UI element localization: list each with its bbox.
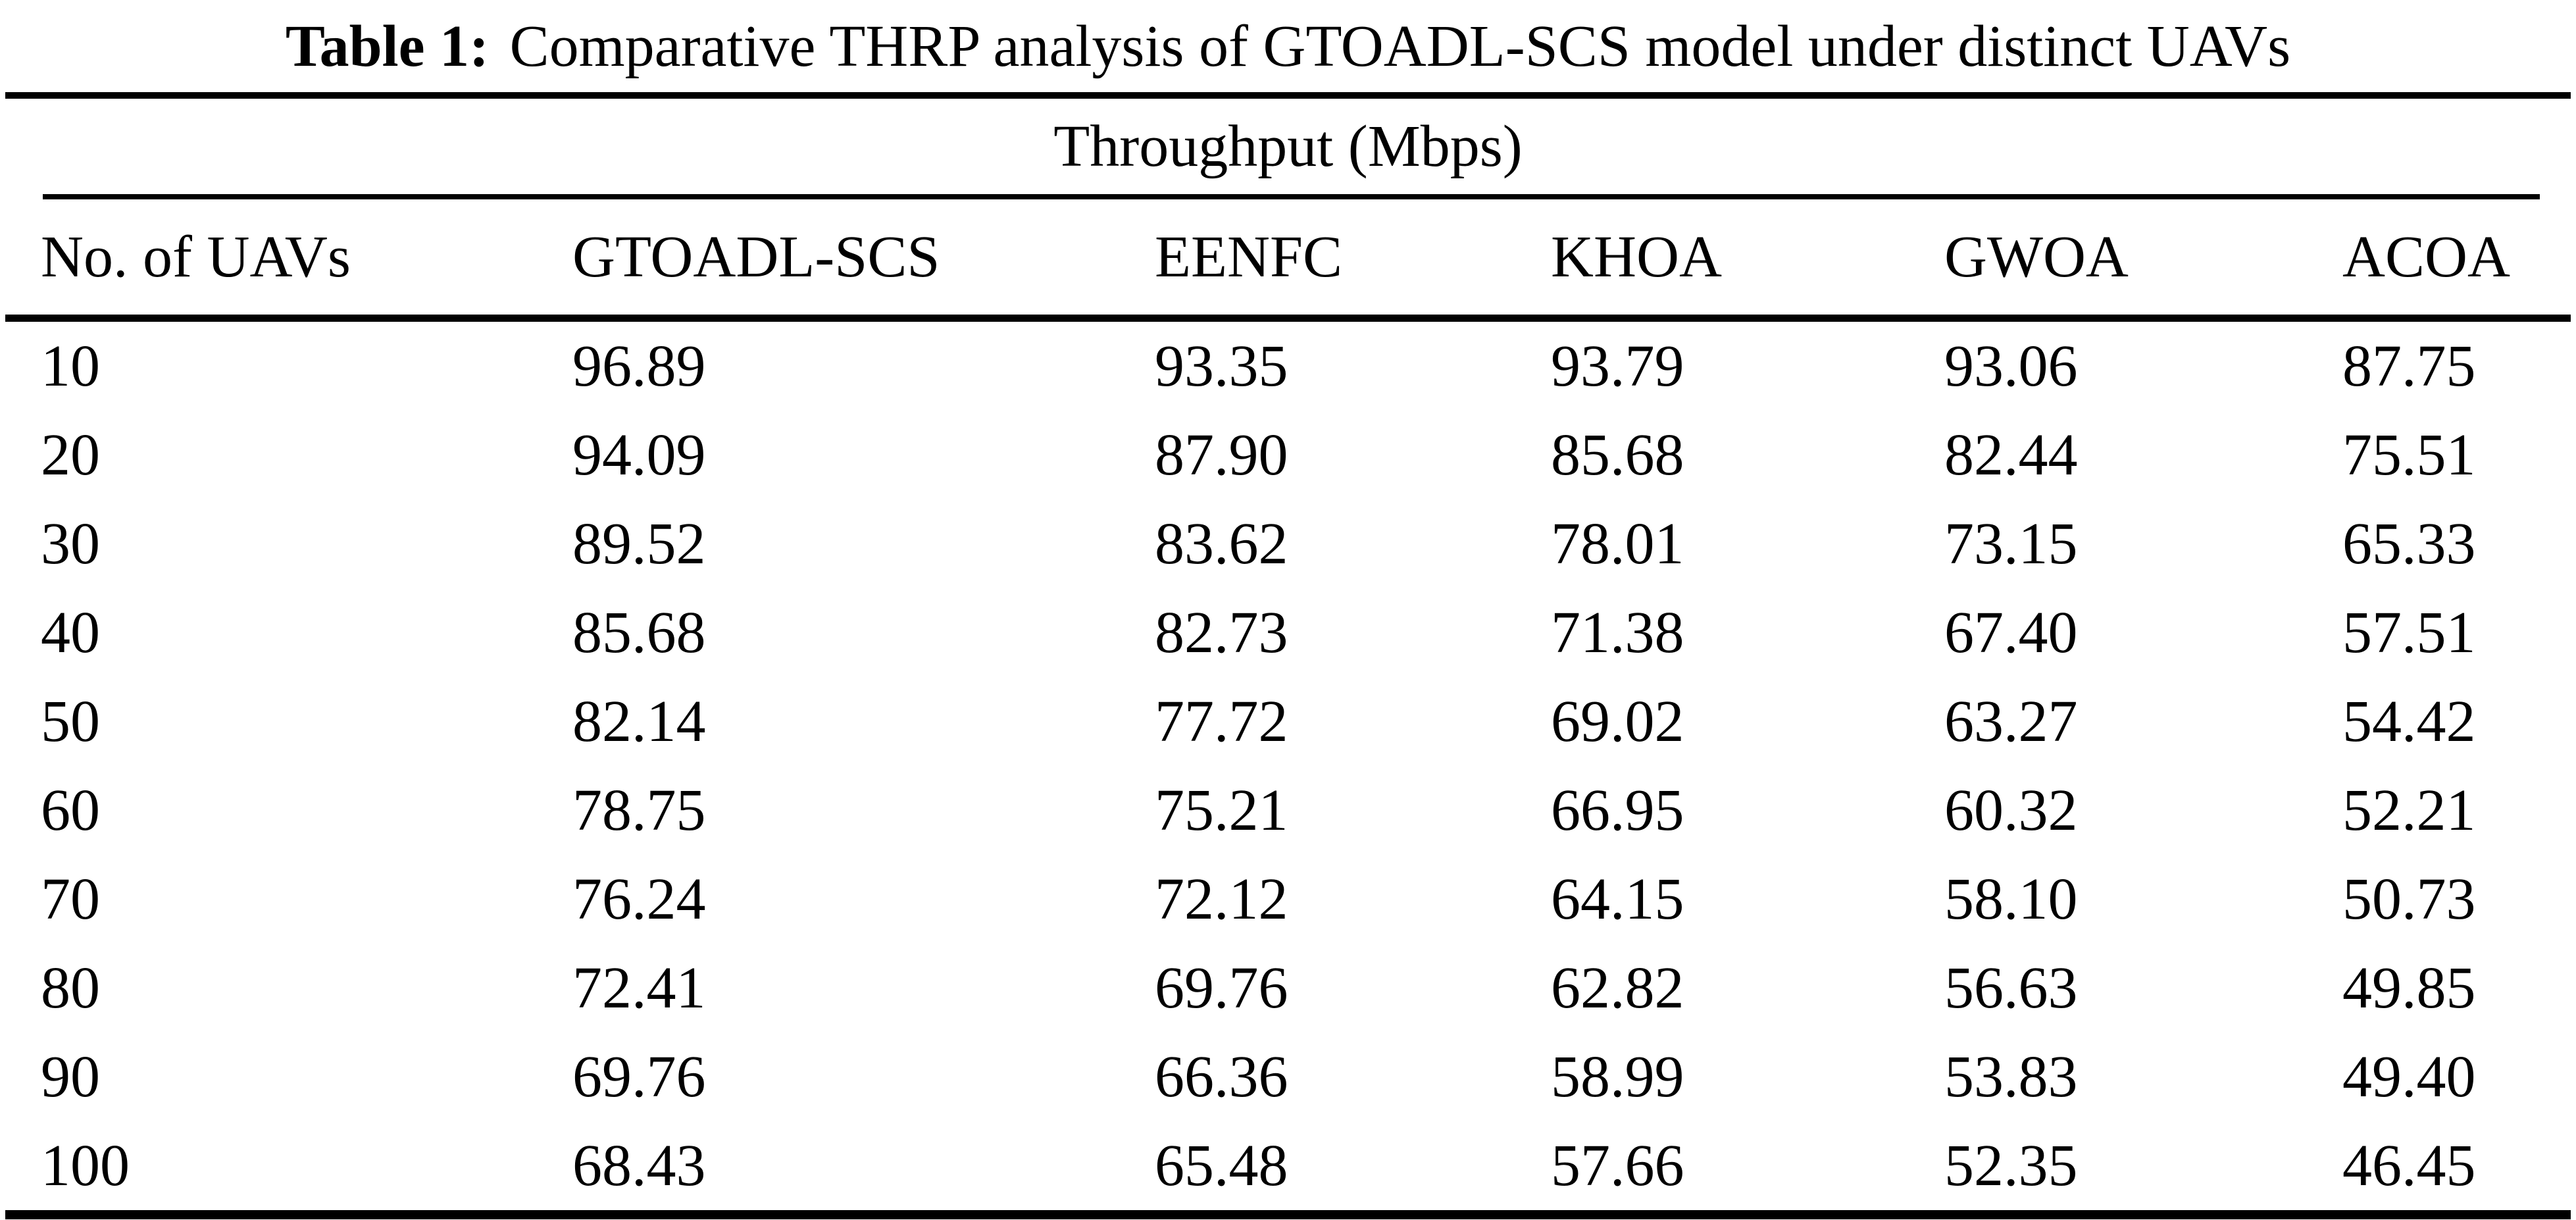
table-cell: 71.38: [1551, 600, 1684, 665]
table-cell: 93.06: [1944, 334, 2078, 399]
table-cell: 72.12: [1155, 867, 1288, 932]
table-cell: 82.14: [572, 689, 706, 754]
table-row: 40 85.68 82.73 71.38 67.40 57.51: [5, 588, 2571, 677]
column-header-khoa: KHOA: [1551, 224, 1722, 290]
column-header-acoa: ACOA: [2342, 224, 2511, 290]
table-cell: 82.73: [1155, 600, 1288, 665]
table-cell: 56.63: [1944, 955, 2078, 1021]
table-cell: 67.40: [1944, 600, 2078, 665]
table-cell: 85.68: [572, 600, 706, 665]
table-row: 10 96.89 93.35 93.79 93.06 87.75: [5, 318, 2571, 411]
table-cell: 65.48: [1155, 1133, 1288, 1198]
table-cell: 10: [41, 334, 100, 399]
table-cell: 94.09: [572, 422, 706, 488]
table-cell: 83.62: [1155, 511, 1288, 576]
table-cell: 50.73: [2342, 867, 2476, 932]
table-row: 20 94.09 87.90 85.68 82.44 75.51: [5, 411, 2571, 499]
table-cell: 73.15: [1944, 511, 2078, 576]
table-row: 90 69.76 66.36 58.99 53.83 49.40: [5, 1032, 2571, 1121]
table-cell: 58.10: [1944, 867, 2078, 932]
table-row: 70 76.24 72.12 64.15 58.10 50.73: [5, 855, 2571, 944]
table-cell: 77.72: [1155, 689, 1288, 754]
table-cell: 57.66: [1551, 1133, 1684, 1198]
column-header-gtoadl: GTOADL-SCS: [572, 224, 940, 290]
table-cell: 52.21: [2342, 778, 2476, 843]
table-cell: 87.75: [2342, 334, 2476, 399]
top-rule-divider: [5, 92, 2571, 99]
table-cell: 93.35: [1155, 334, 1288, 399]
table-cell: 63.27: [1944, 689, 2078, 754]
table-cell: 75.51: [2342, 422, 2476, 488]
table-cell: 65.33: [2342, 511, 2476, 576]
table-cell: 20: [41, 422, 100, 488]
table-cell: 46.45: [2342, 1133, 2476, 1198]
table-caption-text: Comparative THRP analysis of GTOADL-SCS …: [509, 13, 2291, 79]
table-cell: 87.90: [1155, 422, 1288, 488]
column-header-uavs: No. of UAVs: [41, 224, 351, 290]
table-caption-label: Table 1:: [285, 13, 490, 79]
table-cell: 76.24: [572, 867, 706, 932]
table-cell: 53.83: [1944, 1044, 2078, 1109]
table-cell: 75.21: [1155, 778, 1288, 843]
table-caption: Table 1: Comparative THRP analysis of GT…: [0, 0, 2576, 92]
column-header-eenfc: EENFC: [1155, 224, 1343, 290]
column-header-gwoa: GWOA: [1944, 224, 2129, 290]
table-cell: 89.52: [572, 511, 706, 576]
table-cell: 78.75: [572, 778, 706, 843]
bottom-rule-divider: [5, 1210, 2571, 1219]
table-cell: 72.41: [572, 955, 706, 1021]
table-cell: 50: [41, 689, 100, 754]
table-row: 60 78.75 75.21 66.95 60.32 52.21: [5, 766, 2571, 855]
table-container: Throughput (Mbps) No. of UAVs GTOADL-SCS…: [5, 92, 2571, 1219]
table-cell: 64.15: [1551, 867, 1684, 932]
group-header: Throughput (Mbps): [1053, 114, 1523, 179]
table-cell: 66.95: [1551, 778, 1684, 843]
table-row: 50 82.14 77.72 69.02 63.27 54.42: [5, 677, 2571, 766]
table-cell: 90: [41, 1044, 100, 1109]
table-cell: 80: [41, 955, 100, 1021]
group-header-rule-divider: [43, 194, 2540, 199]
table-cell: 54.42: [2342, 689, 2476, 754]
table-cell: 40: [41, 600, 100, 665]
table-cell: 82.44: [1944, 422, 2078, 488]
throughput-table: No. of UAVs GTOADL-SCS EENFC KHOA GWOA A…: [5, 199, 2571, 1210]
table-cell: 85.68: [1551, 422, 1684, 488]
table-cell: 66.36: [1155, 1044, 1288, 1109]
table-cell: 69.76: [1155, 955, 1288, 1021]
table-cell: 49.40: [2342, 1044, 2476, 1109]
table-cell: 93.79: [1551, 334, 1684, 399]
table-cell: 49.85: [2342, 955, 2476, 1021]
table-cell: 68.43: [572, 1133, 706, 1198]
table-row: 100 68.43 65.48 57.66 52.35 46.45: [5, 1121, 2571, 1210]
table-cell: 52.35: [1944, 1133, 2078, 1198]
table-cell: 57.51: [2342, 600, 2476, 665]
table-cell: 100: [41, 1133, 130, 1198]
table-cell: 69.76: [572, 1044, 706, 1109]
table-cell: 60.32: [1944, 778, 2078, 843]
table-cell: 58.99: [1551, 1044, 1684, 1109]
table-cell: 62.82: [1551, 955, 1684, 1021]
table-cell: 96.89: [572, 334, 706, 399]
table-cell: 69.02: [1551, 689, 1684, 754]
table-cell: 30: [41, 511, 100, 576]
table-row: 30 89.52 83.62 78.01 73.15 65.33: [5, 499, 2571, 588]
header-row: No. of UAVs GTOADL-SCS EENFC KHOA GWOA A…: [5, 199, 2571, 318]
table-cell: 78.01: [1551, 511, 1684, 576]
table-cell: 60: [41, 778, 100, 843]
table-row: 80 72.41 69.76 62.82 56.63 49.85: [5, 944, 2571, 1032]
table-cell: 70: [41, 867, 100, 932]
